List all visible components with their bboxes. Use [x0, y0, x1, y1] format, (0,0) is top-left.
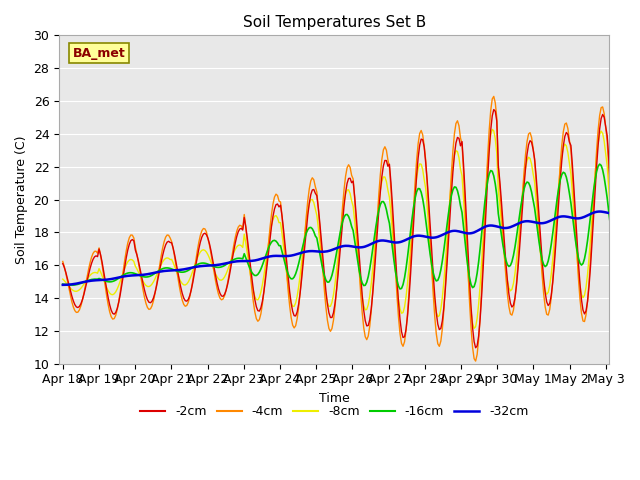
-16cm	[59, 281, 67, 287]
-32cm	[634, 204, 640, 209]
-16cm	[637, 168, 640, 174]
-2cm	[59, 261, 67, 266]
-16cm	[559, 169, 567, 175]
-16cm	[474, 270, 481, 276]
Line: -32cm: -32cm	[63, 206, 640, 285]
-4cm	[638, 114, 640, 120]
-2cm	[637, 102, 640, 108]
-2cm	[357, 274, 365, 280]
-4cm	[357, 290, 365, 296]
-8cm	[559, 144, 567, 150]
-8cm	[474, 315, 481, 321]
-4cm	[79, 297, 86, 303]
Line: -16cm: -16cm	[63, 156, 640, 289]
-8cm	[634, 115, 640, 121]
Line: -4cm: -4cm	[63, 94, 640, 361]
-32cm	[59, 282, 67, 288]
-16cm	[638, 179, 640, 184]
-32cm	[558, 214, 566, 219]
-16cm	[357, 275, 365, 281]
-16cm	[396, 286, 404, 292]
-8cm	[97, 269, 104, 275]
Text: BA_met: BA_met	[73, 47, 125, 60]
-2cm	[635, 98, 640, 104]
-4cm	[472, 358, 479, 364]
-16cm	[97, 276, 104, 282]
X-axis label: Time: Time	[319, 392, 349, 405]
-8cm	[59, 276, 67, 282]
-2cm	[559, 143, 567, 149]
-8cm	[637, 127, 640, 132]
-32cm	[79, 279, 86, 285]
-4cm	[97, 252, 104, 258]
-8cm	[470, 325, 478, 331]
-4cm	[474, 351, 481, 357]
-32cm	[638, 204, 640, 209]
Title: Soil Temperatures Set B: Soil Temperatures Set B	[243, 15, 426, 30]
-2cm	[79, 297, 86, 302]
-8cm	[357, 283, 365, 288]
-2cm	[474, 343, 481, 349]
-32cm	[357, 244, 365, 250]
-4cm	[635, 91, 640, 97]
-2cm	[472, 345, 479, 351]
-16cm	[632, 153, 640, 159]
-8cm	[79, 284, 86, 289]
-4cm	[59, 259, 67, 264]
-32cm	[97, 277, 104, 283]
Line: -2cm: -2cm	[63, 101, 640, 348]
-8cm	[638, 141, 640, 147]
Line: -8cm: -8cm	[63, 118, 640, 328]
Y-axis label: Soil Temperature (C): Soil Temperature (C)	[15, 135, 28, 264]
-2cm	[638, 112, 640, 118]
-16cm	[79, 280, 86, 286]
-32cm	[472, 229, 479, 235]
-2cm	[97, 252, 104, 258]
-4cm	[637, 99, 640, 105]
Legend: -2cm, -4cm, -8cm, -16cm, -32cm: -2cm, -4cm, -8cm, -16cm, -32cm	[135, 400, 534, 423]
-4cm	[559, 129, 567, 134]
